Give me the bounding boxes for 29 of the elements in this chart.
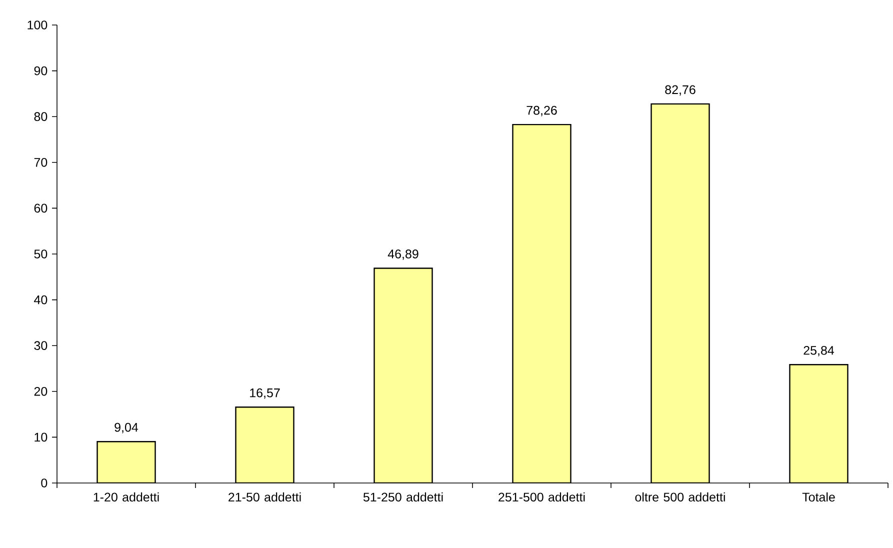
y-tick-label: 10 bbox=[34, 432, 48, 442]
x-tick-label: oltre 500 addetti bbox=[635, 492, 725, 502]
y-tick-label: 60 bbox=[34, 204, 48, 213]
bar bbox=[96, 440, 156, 483]
y-tick-label: 0 bbox=[41, 478, 48, 488]
bar bbox=[512, 124, 572, 483]
y-tick-label: 70 bbox=[34, 158, 48, 167]
data-label: 16,57 bbox=[250, 388, 280, 399]
bar bbox=[374, 268, 433, 483]
y-tick-label: 40 bbox=[34, 295, 48, 304]
bar bbox=[650, 103, 710, 483]
data-label: 9,04 bbox=[114, 422, 138, 434]
x-tick-label: 1-20 addetti bbox=[94, 492, 159, 502]
data-label: 25,84 bbox=[804, 346, 834, 356]
bar bbox=[789, 364, 848, 483]
data-label: 82,76 bbox=[665, 85, 696, 96]
x-tick-label: Totale bbox=[802, 492, 835, 502]
y-tick-label: 90 bbox=[34, 66, 48, 76]
data-label: 78,26 bbox=[526, 106, 557, 116]
y-tick-label: 80 bbox=[34, 112, 48, 122]
y-tick-label: 20 bbox=[34, 386, 48, 396]
x-tick-label: 21-50 addetti bbox=[228, 492, 301, 502]
data-label: 46,89 bbox=[388, 250, 418, 260]
x-tick-label: 51-250 addetti bbox=[363, 492, 443, 502]
bar bbox=[235, 406, 294, 483]
x-tick-label: 251-500 addetti bbox=[498, 492, 585, 502]
y-tick-label: 30 bbox=[34, 341, 48, 350]
y-tick-label: 50 bbox=[34, 250, 48, 258]
y-tick-label: 100 bbox=[28, 20, 48, 30]
